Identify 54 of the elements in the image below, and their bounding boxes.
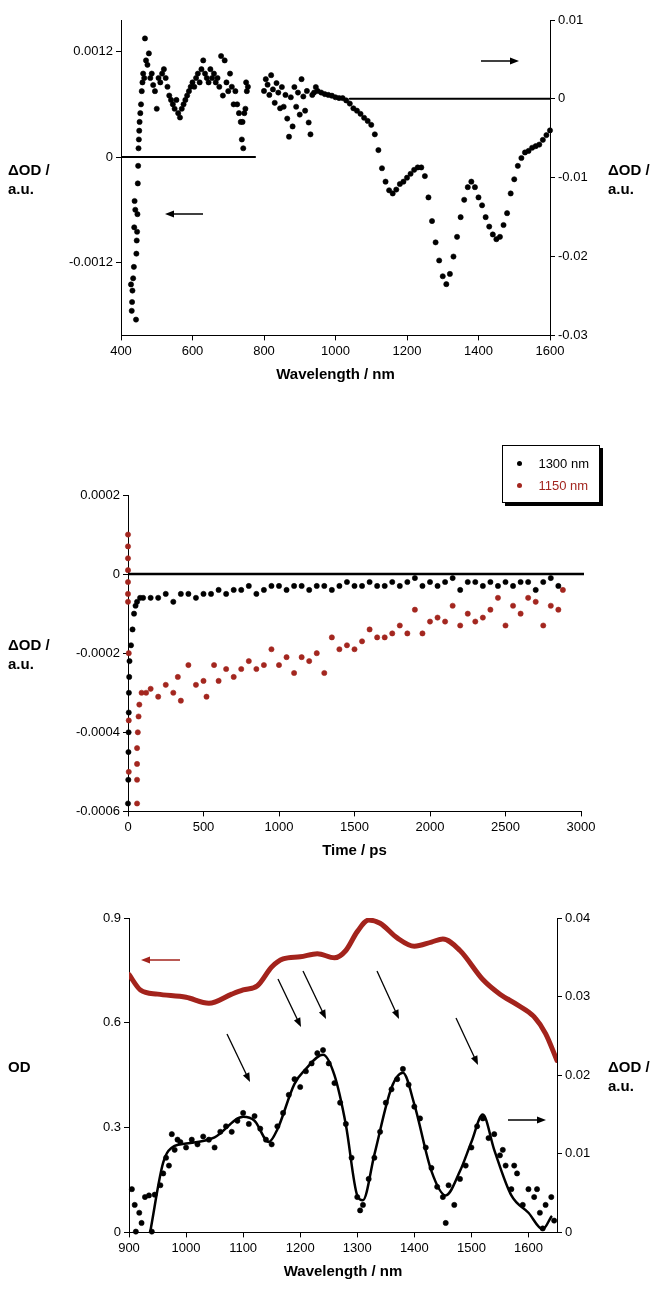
x-tick-label: 0 [124, 818, 132, 834]
y2-tick-label: -0.02 [558, 248, 588, 264]
y-tick-label: 0.9 [102, 909, 121, 925]
x-tick-label: 1500 [456, 1239, 486, 1255]
y-tick-label: -0.0002 [75, 644, 120, 660]
y2-tick-label: 0 [558, 90, 566, 106]
y-tick-label: 0.0012 [73, 43, 113, 59]
x-tick-label: 600 [181, 342, 204, 358]
x-tick-label: 800 [253, 342, 275, 358]
y2-tick-label: 0.01 [558, 11, 584, 27]
x-tick-label: 2000 [415, 818, 445, 834]
y-tick-label: -0.0004 [75, 723, 120, 739]
x-tick-label: 1600 [514, 1239, 543, 1255]
y-tick-label: 0 [113, 1223, 121, 1239]
x-tick-label: 1400 [464, 342, 493, 358]
y2-tick-label: 0.04 [565, 909, 591, 925]
y-tick-label: -0.0012 [68, 254, 113, 270]
y-axis-title: OD [8, 1057, 32, 1077]
y2-tick-label: 0.02 [565, 1066, 591, 1082]
x-axis-title: Wavelength / nm [276, 365, 395, 383]
y-axis-title: ΔOD / a.u. [8, 635, 51, 674]
y-tick-label: 0.0002 [80, 486, 120, 502]
y-tick-label: -0.0006 [75, 802, 120, 818]
x-tick-label: 1200 [285, 1239, 315, 1255]
y-tick-label: 0 [105, 148, 113, 164]
y2-tick-label: 0.03 [565, 988, 591, 1004]
x-tick-label: 1300 [342, 1239, 372, 1255]
y2-tick-label: -0.01 [558, 169, 588, 185]
x-axis-title: Time / ps [322, 841, 387, 859]
x-tick-label: 1200 [392, 342, 422, 358]
y-tick-label: 0 [112, 565, 120, 581]
y-tick-label: 0.6 [102, 1014, 121, 1030]
y-axis-title: ΔOD / a.u. [8, 159, 51, 198]
y2-axis-title: ΔOD / a.u. [608, 1057, 651, 1096]
x-tick-label: 1000 [171, 1239, 201, 1255]
x-tick-label: 2500 [491, 818, 520, 834]
x-tick-label: 400 [110, 342, 132, 358]
y2-tick-label: 0.01 [565, 1145, 591, 1161]
y2-tick-label: -0.03 [558, 326, 588, 342]
y2-axis-title: ΔOD / a.u. [608, 159, 651, 198]
x-tick-label: 1100 [229, 1239, 258, 1255]
x-tick-label: 900 [118, 1239, 140, 1255]
x-tick-label: 500 [192, 818, 215, 834]
x-tick-label: 1400 [399, 1239, 429, 1255]
x-tick-label: 1600 [535, 342, 565, 358]
y2-tick-label: 0 [565, 1223, 573, 1239]
legend-label: 1300 nm [538, 455, 589, 471]
x-tick-label: 1500 [340, 818, 369, 834]
x-axis-title: Wavelength / nm [283, 1262, 403, 1280]
y-tick-label: 0.3 [102, 1119, 121, 1135]
legend-label: 1150 nm [538, 477, 589, 493]
x-tick-label: 1000 [321, 342, 350, 358]
x-tick-label: 3000 [566, 818, 596, 834]
x-tick-label: 1000 [264, 818, 294, 834]
